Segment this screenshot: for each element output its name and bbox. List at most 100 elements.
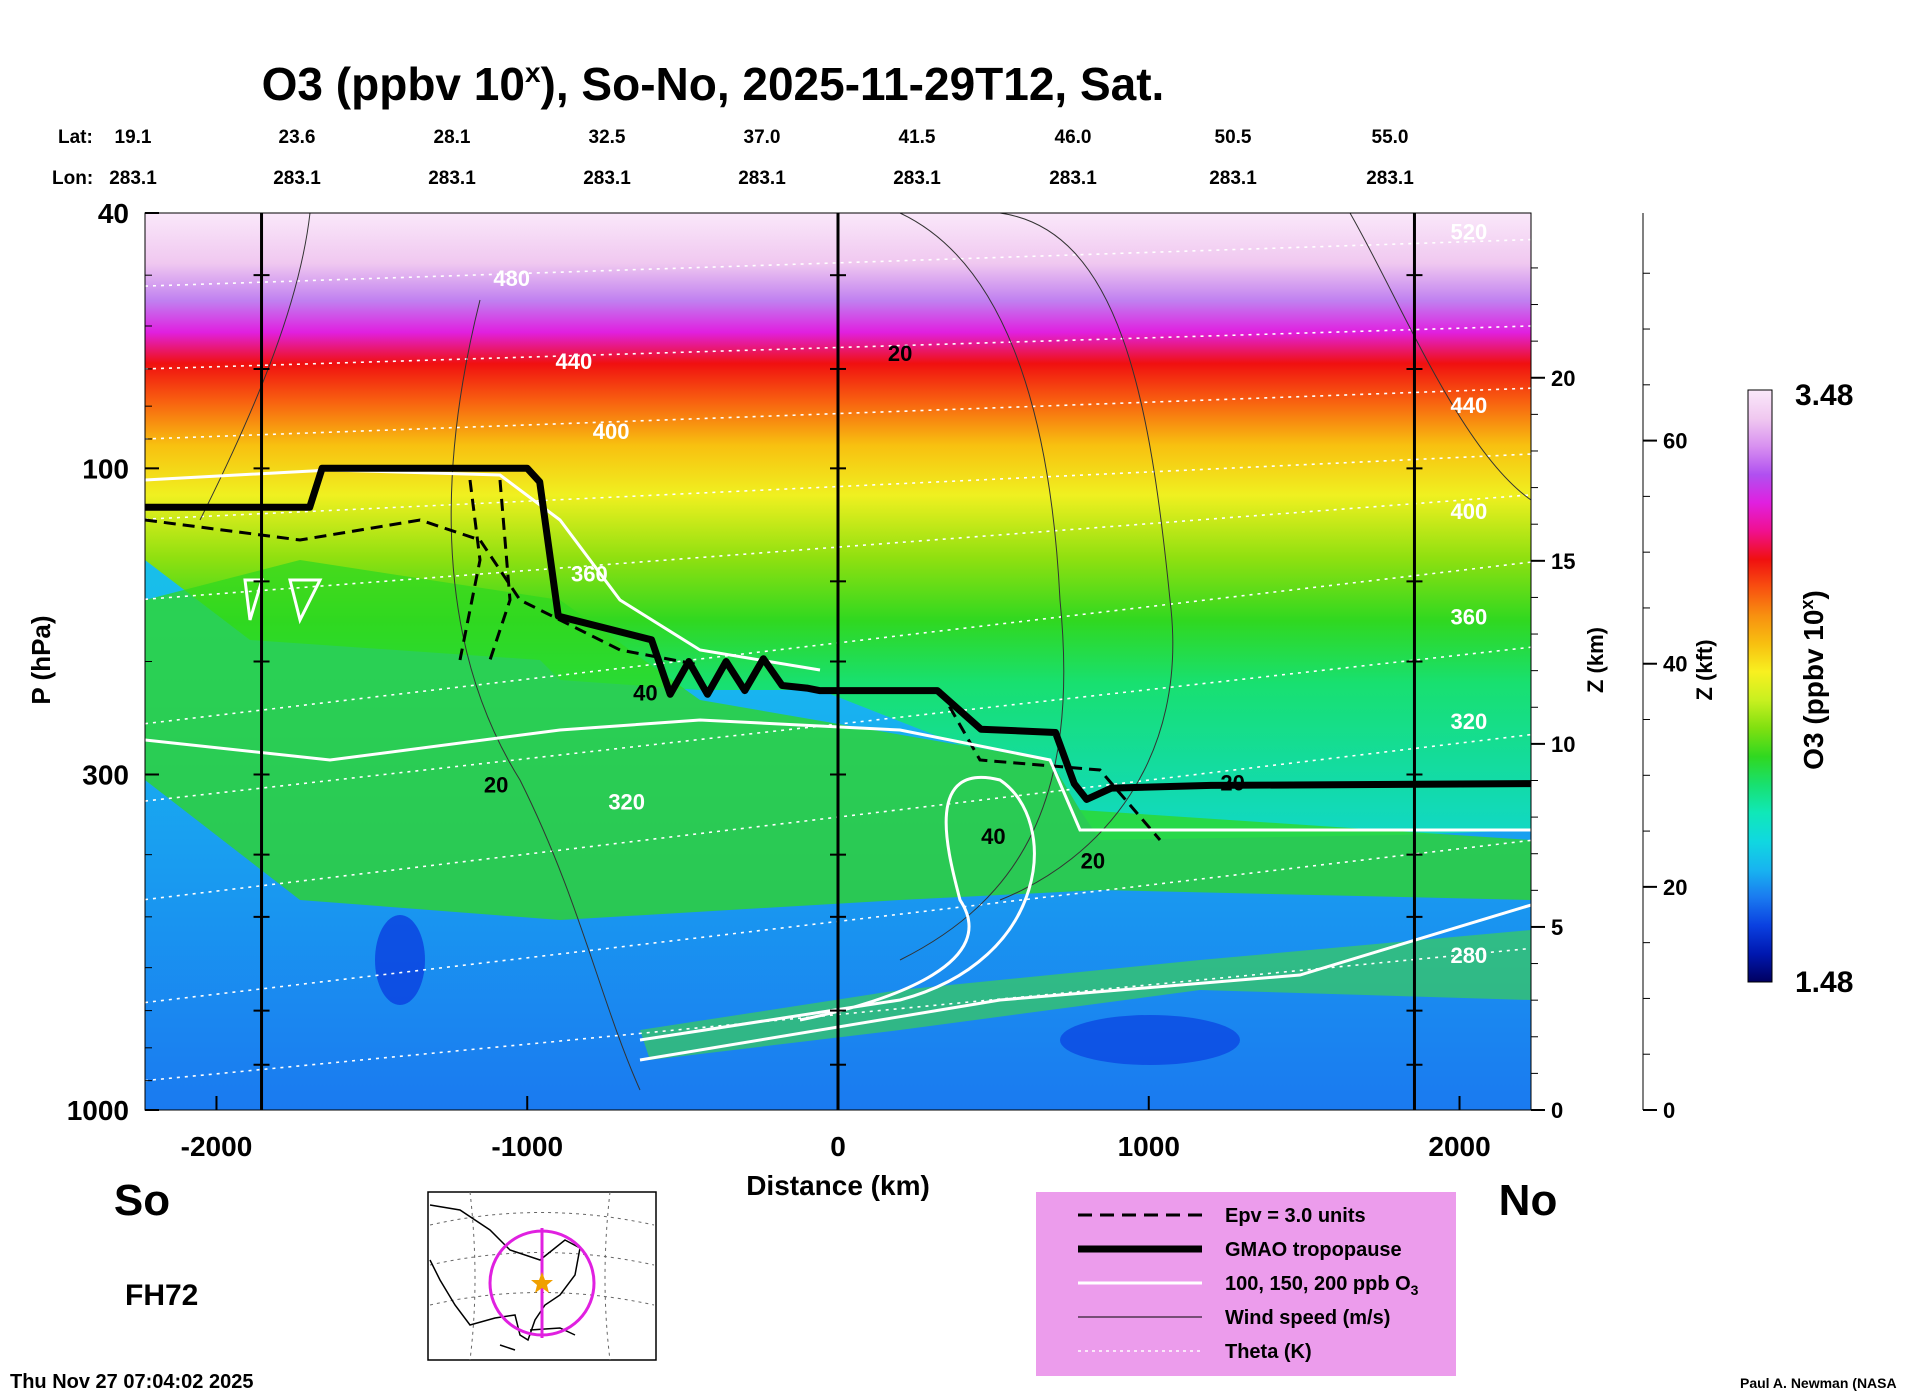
lower-green-band	[640, 930, 1531, 1060]
z-km-tick-label: 20	[1551, 366, 1575, 391]
lon-row-label: Lon:	[52, 168, 93, 189]
theta-label: 280	[1450, 943, 1487, 968]
lon-value: 283.1	[428, 168, 476, 189]
y-tick-label: 100	[82, 453, 129, 484]
x-tick-label: 2000	[1428, 1131, 1490, 1162]
legend-label: 100, 150, 200 ppb O3	[1225, 1273, 1419, 1298]
timestamp: Thu Nov 27 07:04:02 2025	[10, 1371, 253, 1393]
lon-value: 283.1	[893, 168, 941, 189]
x-tick-label: -2000	[181, 1131, 253, 1162]
legend-label: Wind speed (m/s)	[1225, 1307, 1390, 1329]
lat-value: 55.0	[1372, 127, 1409, 148]
colorbar-max-label: 3.48	[1795, 379, 1853, 412]
z-kft-tick-label: 40	[1663, 652, 1687, 677]
theta-label: 440	[555, 349, 592, 374]
pressure-axis: 40 100 300 1000	[67, 198, 159, 1126]
low-ozone-pocket	[1060, 1015, 1240, 1065]
lat-row-label: Lat:	[58, 127, 93, 148]
wind-speed-contours	[199, 213, 1531, 1091]
lon-value: 283.1	[1366, 168, 1414, 189]
distance-axis: -2000 -1000 0 1000 2000	[181, 1096, 1491, 1162]
theta-label: 440	[1450, 393, 1487, 418]
lon-value: 283.1	[1049, 168, 1097, 189]
legend: Epv = 3.0 units GMAO tropopause 100, 150, …	[1036, 1192, 1456, 1376]
z-kft-tick-label: 20	[1663, 875, 1687, 900]
wind-contour	[450, 299, 641, 1091]
legend-label: Epv = 3.0 units	[1225, 1205, 1366, 1227]
epv-contour	[145, 518, 701, 667]
theta-label: 400	[593, 419, 630, 444]
theta-label: 360	[1450, 604, 1487, 629]
wind-label: 20	[888, 341, 912, 366]
theta-label: 320	[608, 789, 645, 814]
wind-label: 20	[484, 772, 508, 797]
map-center-star	[531, 1272, 553, 1293]
epv-contours	[145, 479, 1162, 841]
z-km-tick-label: 10	[1551, 732, 1575, 757]
legend-label: GMAO tropopause	[1225, 1239, 1402, 1261]
y-tick-label: 1000	[67, 1095, 129, 1126]
wind-contour	[199, 213, 311, 521]
chart-title: O3 (ppbv 10x), So-No, 2025-11-29T12, Sat…	[262, 57, 1165, 110]
epv-contour	[458, 479, 512, 661]
lat-value: 28.1	[434, 127, 471, 148]
z-kft-axis: 0 20 40 60	[1642, 213, 1687, 1123]
caribbean-coastline	[499, 1327, 576, 1351]
theta-label: 400	[1450, 499, 1487, 524]
z-km-tick-label: 0	[1551, 1098, 1563, 1123]
wind-labels: 20 20 20 20 40 40	[484, 341, 1245, 873]
theta-label: 320	[1450, 709, 1487, 734]
x-tick-label: 0	[830, 1131, 846, 1162]
lon-value: 283.1	[583, 168, 631, 189]
z-kft-label: Z (kft)	[1692, 639, 1717, 700]
colorbar: 3.48 1.48 O3 (ppbv 10x)	[1747, 379, 1853, 999]
y-tick-label: 40	[98, 198, 129, 229]
theta-labels: 280 320 360 400 440 520 320 360 400 440 480	[493, 220, 1487, 968]
z-km-label: Z (km)	[1583, 627, 1608, 693]
z-kft-tick-label: 60	[1663, 429, 1687, 454]
ozone-contour	[639, 776, 1036, 1042]
north-label: No	[1499, 1176, 1558, 1225]
theta-label: 520	[1450, 220, 1487, 245]
z-km-tick-label: 5	[1551, 915, 1563, 940]
z-km-axis: 0 5 10 15 20	[1530, 213, 1575, 1123]
z-km-tick-label: 15	[1551, 549, 1575, 574]
legend-items: Epv = 3.0 units GMAO tropopause 100, 150, …	[1078, 1205, 1419, 1363]
lat-value: 32.5	[589, 127, 626, 148]
lon-value: 283.1	[738, 168, 786, 189]
lon-value: 283.1	[109, 168, 157, 189]
north-america-coastline	[429, 1204, 581, 1342]
south-label: So	[114, 1176, 170, 1225]
wind-label: 20	[1081, 848, 1105, 873]
credit: Paul A. Newman (NASA	[1740, 1375, 1897, 1391]
x-tick-label: 1000	[1118, 1131, 1180, 1162]
x-tick-label: -1000	[491, 1131, 563, 1162]
wind-contour	[1349, 213, 1531, 501]
wind-label: 40	[633, 680, 657, 705]
wind-label: 20	[1220, 771, 1244, 796]
lat-lon-header: 19.1 23.6 28.1 32.5 37.0 41.5 46.0 50.5 55.0 283.…	[109, 127, 1414, 189]
lat-value: 46.0	[1055, 127, 1092, 148]
theta-label: 360	[571, 561, 608, 586]
colorbar-title: O3 (ppbv 10x)	[1797, 590, 1829, 770]
wind-label: 40	[981, 824, 1005, 849]
x-axis-label: Distance (km)	[746, 1170, 930, 1201]
low-ozone-pocket	[375, 915, 425, 1005]
legend-label: Theta (K)	[1225, 1341, 1312, 1363]
ozone-contour	[145, 718, 1531, 832]
wind-contour	[999, 213, 1174, 901]
epv-contour	[938, 689, 1162, 841]
lon-value: 283.1	[273, 168, 321, 189]
vertical-lines	[253, 213, 1423, 1110]
lat-value: 19.1	[115, 127, 152, 148]
tropopause-line	[145, 464, 1531, 803]
colorbar-min-label: 1.48	[1795, 966, 1853, 999]
forecast-hour: FH72	[125, 1279, 198, 1312]
y-axis-label: P (hPa)	[26, 615, 56, 704]
lat-value: 23.6	[279, 127, 316, 148]
z-kft-tick-label: 0	[1663, 1098, 1675, 1123]
ozone-contour	[243, 578, 323, 625]
y-tick-label: 300	[82, 759, 129, 790]
